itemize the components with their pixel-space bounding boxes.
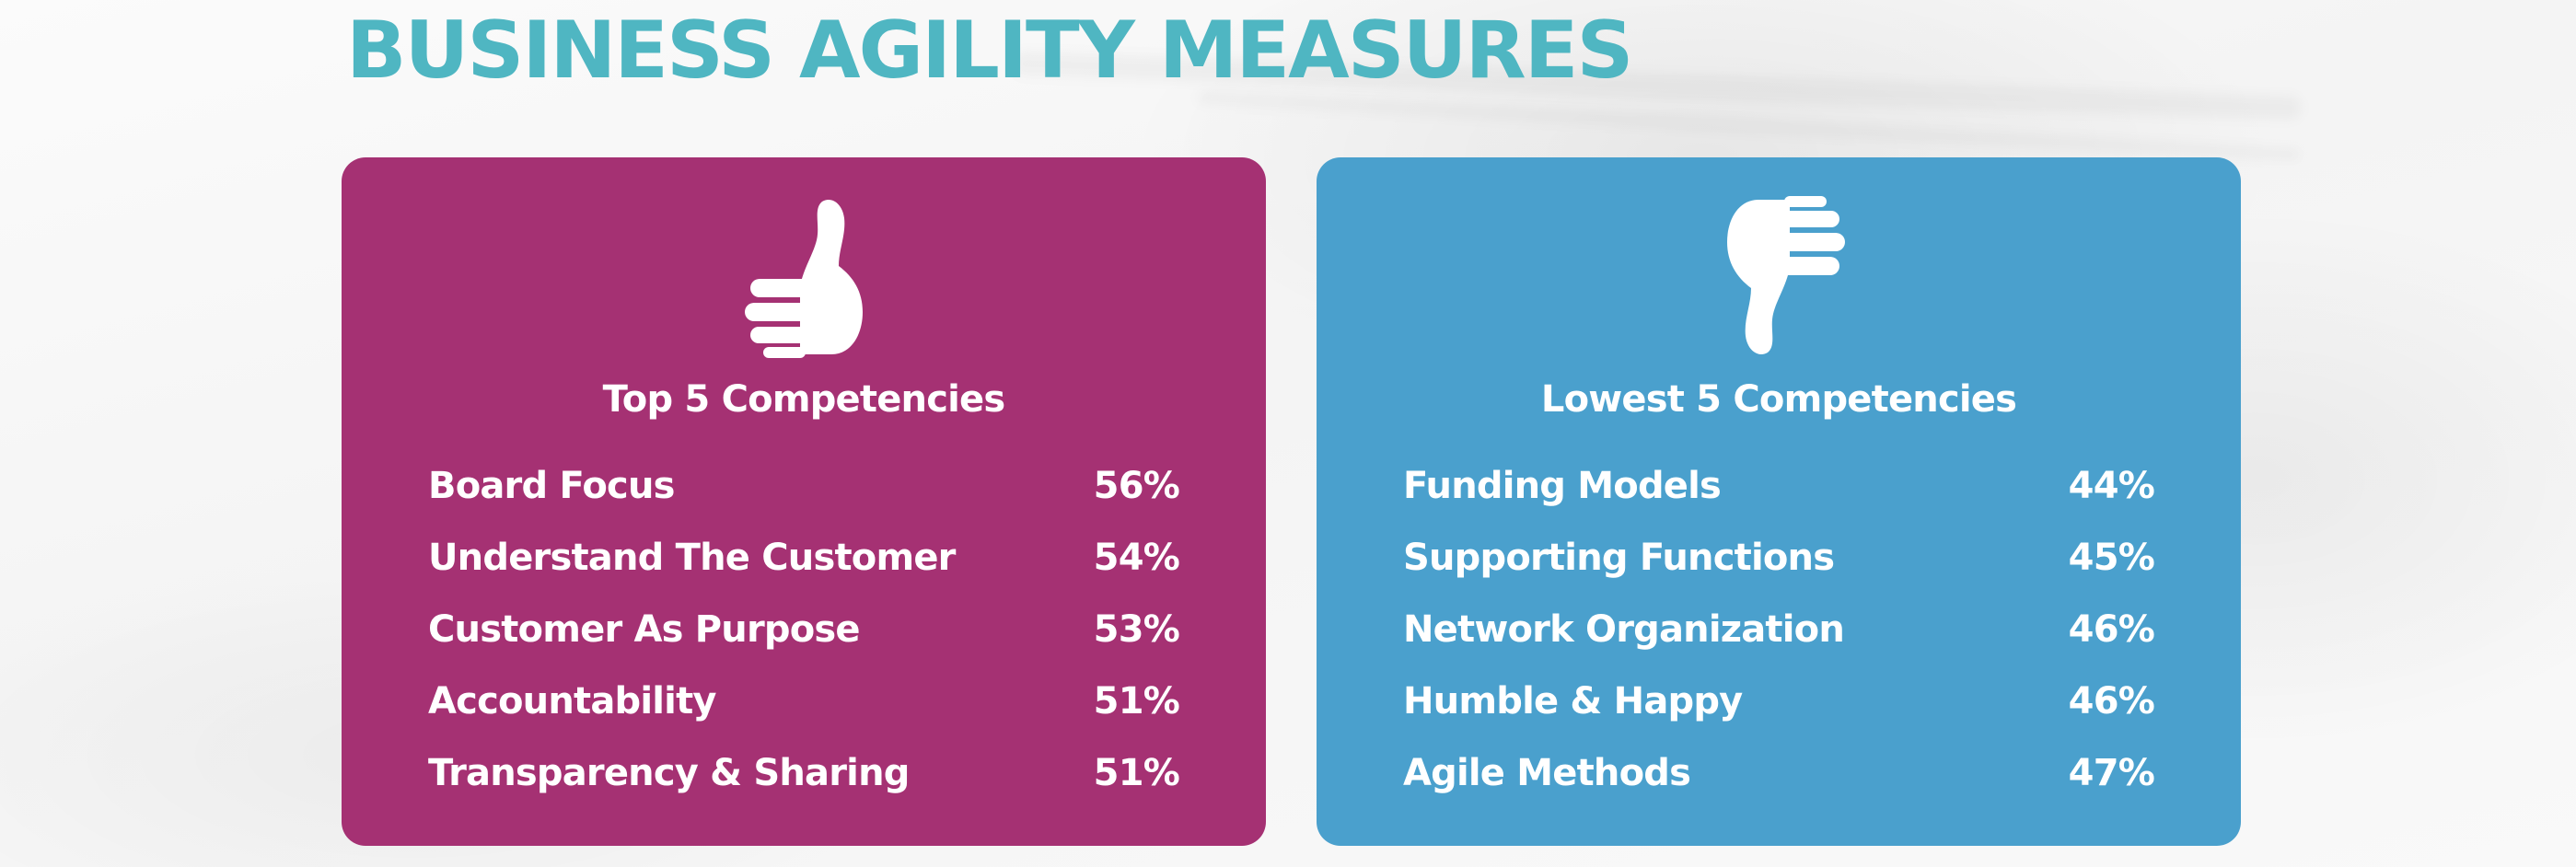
- competency-percent: 53%: [1093, 608, 1180, 651]
- thumbs-down-icon: [1718, 196, 1847, 358]
- competency-label: Understand The Customer: [428, 537, 956, 579]
- page-title: BUSINESS AGILITY MEASURES: [346, 5, 1633, 97]
- competency-label: Supporting Functions: [1403, 537, 1835, 579]
- top-competencies-heading: Top 5 Competencies: [602, 378, 1006, 421]
- competency-percent: 45%: [2068, 537, 2155, 579]
- thumbs-up-icon: [743, 196, 872, 358]
- competency-percent: 54%: [1093, 537, 1180, 579]
- competency-percent: 44%: [2068, 465, 2155, 507]
- competency-percent: 51%: [1093, 680, 1180, 722]
- competency-percent: 56%: [1093, 465, 1180, 507]
- list-item: Humble & Happy 46%: [1403, 665, 2155, 737]
- list-item: Transparency & Sharing 51%: [428, 737, 1180, 809]
- competency-label: Accountability: [428, 680, 716, 722]
- lowest-competencies-panel: Lowest 5 Competencies Funding Models 44%…: [1317, 157, 2241, 846]
- list-item: Supporting Functions 45%: [1403, 522, 2155, 594]
- lowest-competencies-list: Funding Models 44% Supporting Functions …: [1403, 450, 2155, 809]
- list-item: Understand The Customer 54%: [428, 522, 1180, 594]
- top-competencies-list: Board Focus 56% Understand The Customer …: [428, 450, 1180, 809]
- competency-percent: 51%: [1093, 752, 1180, 794]
- competency-label: Board Focus: [428, 465, 675, 507]
- competency-percent: 46%: [2068, 680, 2155, 722]
- list-item: Board Focus 56%: [428, 450, 1180, 522]
- list-item: Agile Methods 47%: [1403, 737, 2155, 809]
- list-item: Accountability 51%: [428, 665, 1180, 737]
- competency-label: Customer As Purpose: [428, 608, 861, 651]
- list-item: Funding Models 44%: [1403, 450, 2155, 522]
- competency-percent: 47%: [2068, 752, 2155, 794]
- competency-label: Transparency & Sharing: [428, 752, 910, 794]
- competency-label: Humble & Happy: [1403, 680, 1743, 722]
- list-item: Network Organization 46%: [1403, 594, 2155, 665]
- competency-label: Funding Models: [1403, 465, 1722, 507]
- list-item: Customer As Purpose 53%: [428, 594, 1180, 665]
- lowest-competencies-heading: Lowest 5 Competencies: [1540, 378, 2017, 421]
- competency-label: Network Organization: [1403, 608, 1845, 651]
- competency-percent: 46%: [2068, 608, 2155, 651]
- competency-label: Agile Methods: [1403, 752, 1691, 794]
- top-competencies-panel: Top 5 Competencies Board Focus 56% Under…: [342, 157, 1266, 846]
